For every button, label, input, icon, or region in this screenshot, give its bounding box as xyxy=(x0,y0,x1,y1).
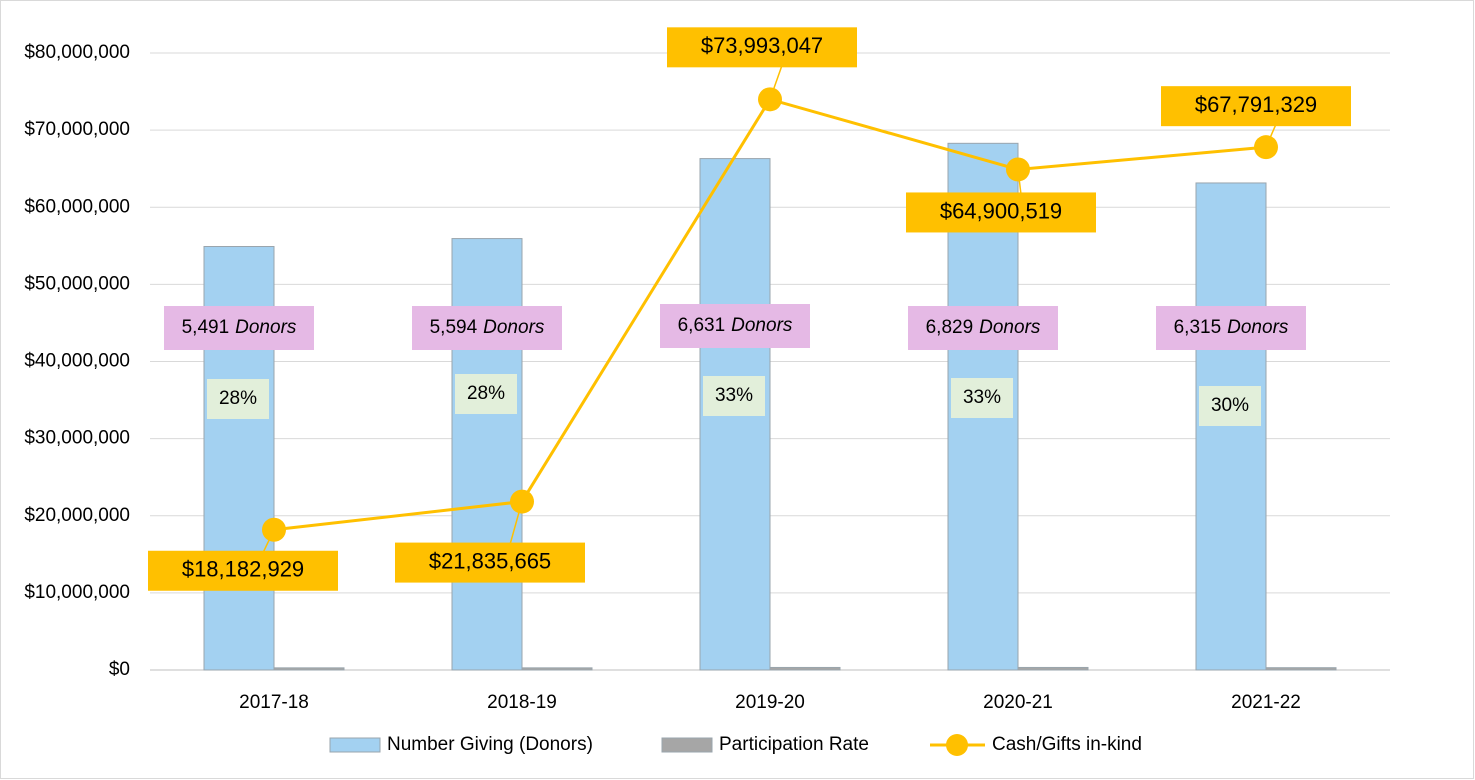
data-label-box xyxy=(908,306,1058,350)
donor-count: 5,594 xyxy=(430,317,478,338)
y-tick-label: $70,000,000 xyxy=(24,119,130,140)
y-tick-label: $20,000,000 xyxy=(24,505,130,526)
data-label: $67,791,329 xyxy=(1195,92,1317,117)
data-label: $18,182,929 xyxy=(182,557,304,582)
y-tick-label: $40,000,000 xyxy=(24,351,130,372)
donor-unit: Donors xyxy=(731,315,793,336)
data-label-box xyxy=(148,550,338,591)
legend-swatch xyxy=(946,734,968,756)
data-label-box xyxy=(164,306,314,350)
data-label: 6,829 Donors xyxy=(926,317,1041,338)
y-tick-label: $80,000,000 xyxy=(24,42,130,63)
line-point xyxy=(1006,157,1030,182)
y-tick-label: $60,000,000 xyxy=(24,196,130,217)
donor-unit: Donors xyxy=(483,317,545,338)
donor-unit: Donors xyxy=(1227,317,1289,338)
bar xyxy=(1017,666,1089,671)
data-label: 5,491 Donors xyxy=(182,317,297,338)
legend-swatch xyxy=(329,737,381,753)
line-point xyxy=(262,517,286,542)
data-label-box xyxy=(1161,86,1351,127)
data-label-box xyxy=(951,378,1013,418)
x-tick-label: 2018-19 xyxy=(487,692,557,713)
bar xyxy=(521,667,593,671)
data-label: 6,631 Donors xyxy=(678,315,793,336)
legend-label: Number Giving (Donors) xyxy=(387,734,593,755)
data-label: 6,315 Donors xyxy=(1174,317,1289,338)
x-tick-label: 2017-18 xyxy=(239,692,309,713)
data-label: 33% xyxy=(963,387,1001,408)
y-tick-label: $30,000,000 xyxy=(24,428,130,449)
y-tick-label: $0 xyxy=(109,659,130,680)
donor-unit: Donors xyxy=(979,317,1041,338)
y-tick-label: $10,000,000 xyxy=(24,582,130,603)
line-point xyxy=(758,87,782,112)
data-label-box xyxy=(660,304,810,348)
data-label-box xyxy=(207,379,269,419)
data-label: 33% xyxy=(715,385,753,406)
data-label-box xyxy=(703,376,765,416)
legend-label: Cash/Gifts in-kind xyxy=(992,734,1142,755)
bar xyxy=(1265,667,1337,671)
data-label: 5,594 Donors xyxy=(430,317,545,338)
donor-count: 6,315 xyxy=(1174,317,1222,338)
donor-unit: Donors xyxy=(235,317,297,338)
data-label: $73,993,047 xyxy=(701,33,823,58)
legend-label: Participation Rate xyxy=(719,734,869,755)
data-label-box xyxy=(412,306,562,350)
data-label: 30% xyxy=(1211,395,1249,416)
data-label-box xyxy=(667,27,857,68)
line-point xyxy=(1254,135,1278,160)
donor-count: 6,631 xyxy=(678,315,726,336)
x-tick-label: 2020-21 xyxy=(983,692,1053,713)
data-label-box xyxy=(1199,386,1261,426)
data-label: 28% xyxy=(219,388,257,409)
y-tick-label: $50,000,000 xyxy=(24,273,130,294)
data-label-box xyxy=(395,542,585,583)
x-tick-label: 2021-22 xyxy=(1231,692,1301,713)
data-label-box xyxy=(1156,306,1306,350)
bar xyxy=(451,238,523,671)
data-label-box xyxy=(455,374,517,414)
donor-count: 6,829 xyxy=(926,317,974,338)
data-label: 28% xyxy=(467,383,505,404)
legend-swatch xyxy=(661,737,713,753)
line-point xyxy=(510,489,534,514)
data-label: $64,900,519 xyxy=(940,198,1062,223)
bar xyxy=(273,667,345,671)
donor-count: 5,491 xyxy=(182,317,230,338)
bar xyxy=(769,666,841,671)
data-label: $21,835,665 xyxy=(429,548,551,573)
bar xyxy=(1195,182,1267,671)
x-tick-label: 2019-20 xyxy=(735,692,805,713)
data-label-box xyxy=(906,192,1096,233)
